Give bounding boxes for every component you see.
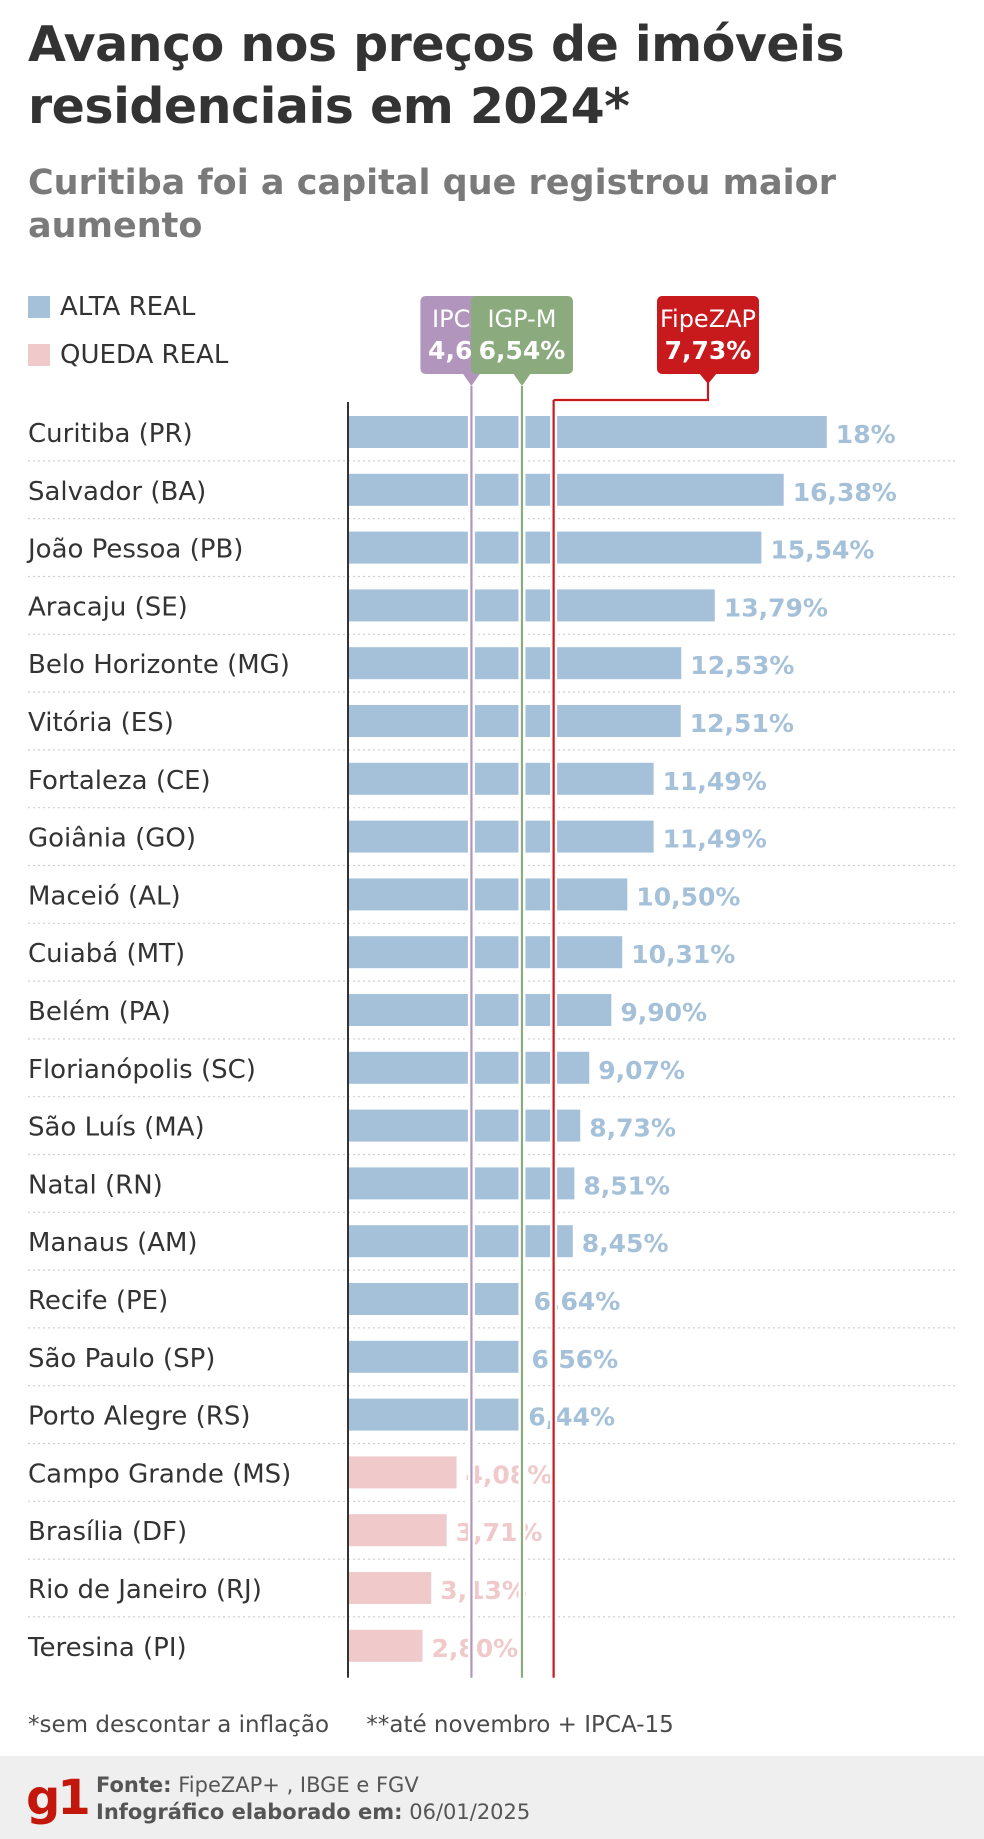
value-label: 11,49% — [663, 767, 767, 796]
category-label: Campo Grande (MS) — [28, 1459, 291, 1489]
bar — [349, 762, 654, 795]
bar — [349, 1398, 520, 1431]
bar — [349, 1225, 573, 1258]
value-label: 18% — [836, 420, 896, 449]
value-label: 3,13% — [440, 1576, 527, 1605]
bar — [349, 1456, 457, 1489]
legend-queda-label: QUEDA REAL — [60, 340, 229, 370]
category-label: Teresina (PI) — [27, 1633, 187, 1663]
category-label: Rio de Janeiro (RJ) — [28, 1575, 262, 1605]
bar — [349, 416, 827, 448]
category-label: Belém (PA) — [28, 997, 171, 1027]
bar — [349, 647, 682, 680]
category-label: Aracaju (SE) — [28, 592, 188, 622]
category-label: Porto Alegre (RS) — [28, 1402, 250, 1432]
bar — [349, 705, 681, 737]
category-label: Vitória (ES) — [28, 708, 174, 738]
bar-chart: Curitiba (PR) 18% Salvador (BA) 16,38% João … — [26, 296, 958, 1678]
category-label: Recife (PE) — [28, 1286, 168, 1316]
value-label: 13,79% — [724, 593, 828, 622]
fipezap-name: FipeZAP — [660, 305, 756, 333]
source-label: Fonte: — [96, 1773, 172, 1797]
igpm-pointer — [512, 373, 531, 386]
source-info: Fonte: FipeZAP+ , IBGE e FGV Infográfico… — [96, 1772, 530, 1826]
bar — [349, 1167, 575, 1200]
legend-alta: ALTA REAL — [28, 290, 195, 324]
igpm-value: 6,54% — [479, 336, 566, 365]
legend-queda-swatch — [28, 344, 50, 366]
value-label: 12,51% — [690, 709, 794, 738]
bar — [349, 994, 612, 1026]
value-label: 16,38% — [793, 478, 897, 507]
fipezap-value: 7,73% — [665, 336, 752, 365]
bar — [349, 473, 784, 506]
category-label: São Paulo (SP) — [28, 1344, 215, 1374]
bar — [349, 820, 654, 853]
legend-queda: QUEDA REAL — [28, 338, 228, 372]
category-label: Fortaleza (CE) — [28, 766, 211, 796]
bar — [349, 878, 628, 911]
category-label: Manaus (AM) — [28, 1228, 198, 1258]
footnotes: *sem descontar a inflação **até novembro… — [28, 1712, 704, 1738]
igpm-box — [470, 296, 573, 374]
value-label: 9,07% — [598, 1056, 685, 1085]
source-value: FipeZAP+ , IBGE e FGV — [178, 1773, 419, 1797]
category-label: Belo Horizonte (MG) — [28, 650, 290, 680]
bar — [349, 1514, 447, 1547]
g1-logo: g1 — [26, 1770, 91, 1826]
date-label: Infográfico elaborado em: — [96, 1800, 403, 1824]
value-label: 8,51% — [583, 1171, 670, 1200]
category-label: São Luís (MA) — [28, 1113, 205, 1143]
value-label: 10,50% — [636, 882, 740, 911]
bar — [349, 1283, 525, 1315]
bar — [349, 589, 715, 622]
bar — [349, 1109, 581, 1142]
ipca-pointer — [462, 373, 481, 386]
category-label: Natal (RN) — [28, 1170, 163, 1200]
fipezap-pointer — [699, 373, 717, 384]
fipezap-connector — [553, 380, 710, 402]
value-label: 12,53% — [690, 651, 794, 680]
date-value: 06/01/2025 — [409, 1800, 531, 1824]
category-label: Curitiba (PR) — [28, 419, 193, 449]
legend-alta-swatch — [28, 296, 50, 318]
category-label: Salvador (BA) — [28, 477, 206, 507]
chart-title: Avanço nos preços de imóveis residenciai… — [28, 16, 845, 135]
value-label: 11,49% — [663, 825, 767, 854]
footnote-ipca: **até novembro + IPCA-15 — [366, 1712, 674, 1738]
value-label: 6,44% — [528, 1403, 615, 1432]
category-label: Florianópolis (SC) — [28, 1055, 256, 1085]
value-label: 9,90% — [620, 998, 707, 1027]
value-label: 15,54% — [770, 536, 874, 565]
value-label: 4,08% — [466, 1460, 553, 1489]
bar — [349, 1629, 423, 1662]
category-label: Cuiabá (MT) — [28, 939, 185, 969]
category-label: João Pessoa (PB) — [26, 535, 243, 565]
value-label: 10,31% — [631, 940, 735, 969]
value-label: 6,56% — [531, 1345, 618, 1374]
footer: g1 Fonte: FipeZAP+ , IBGE e FGV Infográf… — [0, 1756, 984, 1839]
legend-alta-label: ALTA REAL — [60, 292, 196, 322]
igpm-name: IGP-M — [487, 305, 556, 333]
value-label: 6,64% — [534, 1287, 621, 1316]
footnote-inflation: *sem descontar a inflação — [28, 1712, 330, 1738]
bar — [349, 936, 623, 969]
value-label: 8,73% — [589, 1114, 676, 1143]
category-label: Maceió (AL) — [28, 881, 181, 911]
fipezap-box — [657, 296, 759, 374]
category-label: Goiânia (GO) — [28, 824, 196, 854]
bar — [349, 1572, 432, 1604]
category-label: Brasília (DF) — [28, 1517, 187, 1547]
bar — [349, 1340, 523, 1373]
chart-subtitle: Curitiba foi a capital que registrou mai… — [28, 163, 836, 246]
value-label: 8,45% — [582, 1229, 669, 1258]
